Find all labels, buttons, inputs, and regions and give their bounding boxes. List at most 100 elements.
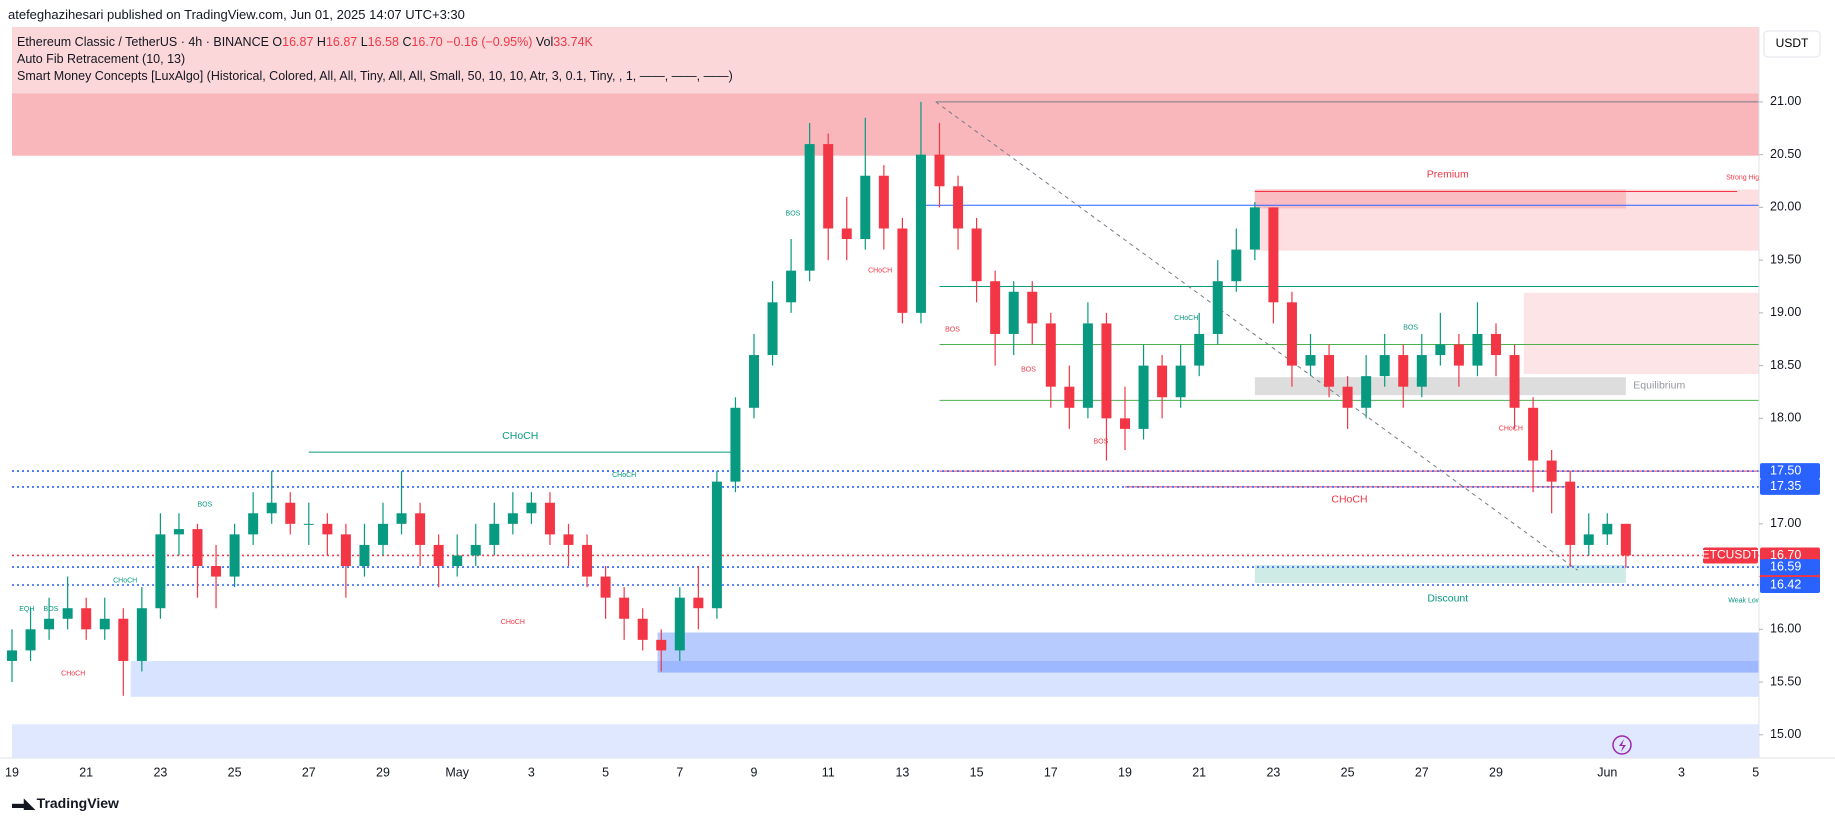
candle-body	[711, 481, 722, 609]
candle-body	[1453, 344, 1464, 366]
candle-body	[266, 502, 277, 514]
x-tick-label: 23	[1266, 765, 1280, 779]
candle-body	[1491, 333, 1501, 356]
annotation: Weak Low	[1728, 598, 1761, 605]
candle-body	[1157, 365, 1168, 398]
event-icon-bolt	[1619, 739, 1626, 752]
x-tick-label: Jun	[1597, 765, 1617, 779]
candle-body	[1045, 323, 1056, 387]
annotation: Premium	[1427, 168, 1469, 180]
x-tick-label: 27	[302, 765, 316, 779]
currency-box[interactable]	[1763, 30, 1821, 58]
candle-body	[155, 534, 166, 609]
candle-body	[62, 608, 73, 619]
candle-body	[7, 650, 17, 661]
y-tick-label: 15.50	[1770, 674, 1801, 688]
vol: 33.74K	[553, 35, 593, 49]
x-tick-label: 21	[79, 765, 93, 779]
symbol-tag: ETCUSDT	[1702, 548, 1759, 562]
y-tick-label: 18.00	[1770, 411, 1801, 425]
x-tick-label: May	[445, 765, 469, 779]
candle-body	[1472, 333, 1483, 366]
price-label-box	[1760, 577, 1820, 594]
y-tick-label: 19.00	[1770, 305, 1801, 319]
ohlc-value: 16.70	[411, 35, 443, 49]
currency: USDT	[1776, 36, 1809, 50]
x-tick-label: 27	[1415, 765, 1429, 779]
candle-body	[415, 513, 426, 545]
y-tick-label: 16.00	[1770, 622, 1801, 636]
y-tick-label: 21.00	[1770, 94, 1801, 108]
annotation: CHoCH	[1499, 426, 1523, 433]
x-tick-label: 3	[1678, 765, 1685, 779]
annotation: Discount	[1427, 593, 1468, 605]
candle-body	[953, 186, 964, 229]
candle-body	[359, 544, 370, 567]
indicator[interactable]: Auto Fib Retracement (10, 13)	[17, 52, 186, 66]
candle-body	[1435, 344, 1446, 356]
annotation: BOS	[1093, 438, 1108, 445]
candle-body	[173, 529, 184, 535]
ohlc-key: H	[316, 35, 326, 49]
zone	[657, 632, 1759, 673]
annotation: CHoCH	[1174, 315, 1198, 322]
candle-body	[1620, 523, 1631, 556]
zone	[1523, 292, 1759, 375]
annotation: CHoCH	[502, 430, 538, 442]
price-label: 17.35	[1770, 479, 1801, 493]
x-tick-label: 5	[602, 765, 609, 779]
candle-body	[674, 597, 685, 651]
annotation: BOS	[786, 211, 801, 218]
candle-body	[1212, 281, 1223, 334]
y-tick-label: 15.00	[1770, 727, 1801, 741]
x-tick-label: 5	[1752, 765, 1759, 779]
candle-body	[211, 566, 222, 577]
zone	[130, 660, 1759, 697]
annotation: CHoCH	[501, 619, 525, 626]
price-label: 17.50	[1770, 463, 1801, 477]
zone	[12, 27, 1759, 156]
candle-body	[1379, 355, 1390, 377]
price-label: 16.42	[1770, 577, 1801, 591]
change: −0.16 (−0.95%)	[446, 35, 533, 49]
candle-body	[693, 597, 704, 609]
x-tick-label: 29	[1489, 765, 1503, 779]
annotation: Equilibrium	[1633, 379, 1685, 391]
symbol: Ethereum Classic / TetherUS · 4h · BINAN…	[17, 35, 269, 49]
ohlc-key: O	[272, 35, 283, 49]
price-label: 16.59	[1770, 559, 1801, 573]
candle-body	[934, 154, 945, 187]
candle-body	[1082, 323, 1093, 408]
event-icon[interactable]	[1612, 735, 1632, 755]
price-label-box	[1760, 559, 1820, 576]
x-tick-label: 25	[1341, 765, 1355, 779]
candle-body	[897, 228, 908, 313]
candle-body	[192, 529, 203, 567]
published-line: atefeghazihesari published on TradingVie…	[8, 7, 465, 22]
candle-body	[1361, 376, 1372, 408]
annotation: BOS	[1403, 324, 1418, 331]
candle-body	[452, 555, 463, 567]
candle-body	[823, 144, 834, 229]
candle-body	[582, 544, 593, 577]
candle-body	[1064, 386, 1075, 408]
indicator[interactable]: Smart Money Concepts [LuxAlgo] (Historic…	[17, 69, 733, 83]
candle-body	[322, 523, 333, 535]
price-label-box	[1760, 463, 1820, 480]
candle-body	[489, 523, 500, 545]
x-tick-label: 21	[1192, 765, 1206, 779]
ohlc-value: 16.87	[325, 35, 358, 49]
candle-body	[1416, 355, 1427, 387]
annotation: CHoCH	[61, 670, 85, 677]
candle-body	[1249, 207, 1260, 250]
candle-body	[544, 502, 555, 535]
candle-body	[1342, 386, 1353, 408]
candle-body	[990, 281, 1001, 334]
x-tick-label: 17	[1044, 765, 1058, 779]
zone	[1254, 189, 1759, 251]
candle-body	[619, 597, 630, 619]
x-tick-label: 29	[376, 765, 390, 779]
plot-area: CHoCH CHoCH BOS CHoCH EQH BOS CHoCH CHoCH BOS CHo…	[7, 27, 1761, 758]
annotation: BOS	[945, 327, 960, 334]
candle-body	[44, 618, 55, 630]
